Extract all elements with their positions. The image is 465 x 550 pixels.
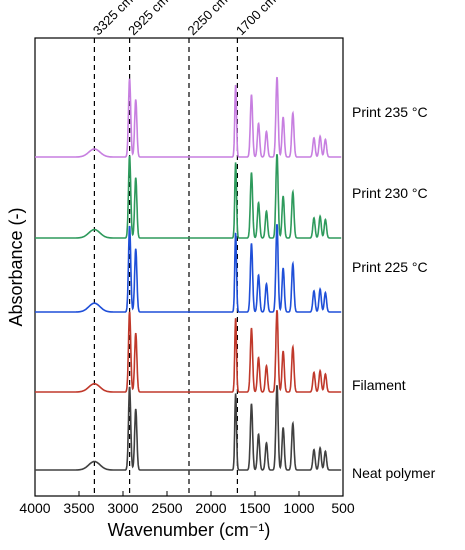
annotation-label: 1700 cm⁻¹ bbox=[233, 0, 287, 38]
series-line bbox=[35, 384, 342, 471]
x-tick-label: 4000 bbox=[19, 500, 50, 516]
series-label: Print 230 °C bbox=[352, 185, 428, 201]
x-tick-label: 500 bbox=[331, 500, 355, 516]
annotation-label: 2250 cm⁻¹ bbox=[185, 0, 239, 38]
x-tick-label: 1500 bbox=[239, 500, 270, 516]
y-axis-title: Absorbance (-) bbox=[6, 207, 26, 326]
x-tick-label: 1000 bbox=[283, 500, 314, 516]
x-axis-ticks: 4000 3500 3000 2500 2000 1500 1000 500 bbox=[19, 491, 355, 516]
series-line bbox=[35, 224, 342, 313]
x-tick-label: 2500 bbox=[151, 500, 182, 516]
series-label: Print 235 °C bbox=[352, 104, 428, 120]
x-tick-label: 2000 bbox=[195, 500, 226, 516]
annotation-lines bbox=[93, 38, 238, 496]
series-labels: Print 235 °C Print 230 °C Print 225 °C Fila… bbox=[352, 104, 436, 481]
series-line bbox=[35, 153, 342, 239]
series-line bbox=[35, 76, 342, 158]
series-label: Filament bbox=[352, 377, 406, 393]
series-label: Print 225 °C bbox=[352, 259, 428, 275]
series-label: Neat polymer bbox=[352, 465, 436, 481]
series-line bbox=[35, 309, 342, 393]
spectra-traces bbox=[35, 76, 342, 471]
x-tick-label: 3000 bbox=[107, 500, 138, 516]
x-tick-label: 3500 bbox=[63, 500, 94, 516]
annotation-label: 2925 cm⁻¹ bbox=[125, 0, 179, 38]
x-axis-title: Wavenumber (cm⁻¹) bbox=[108, 520, 271, 540]
